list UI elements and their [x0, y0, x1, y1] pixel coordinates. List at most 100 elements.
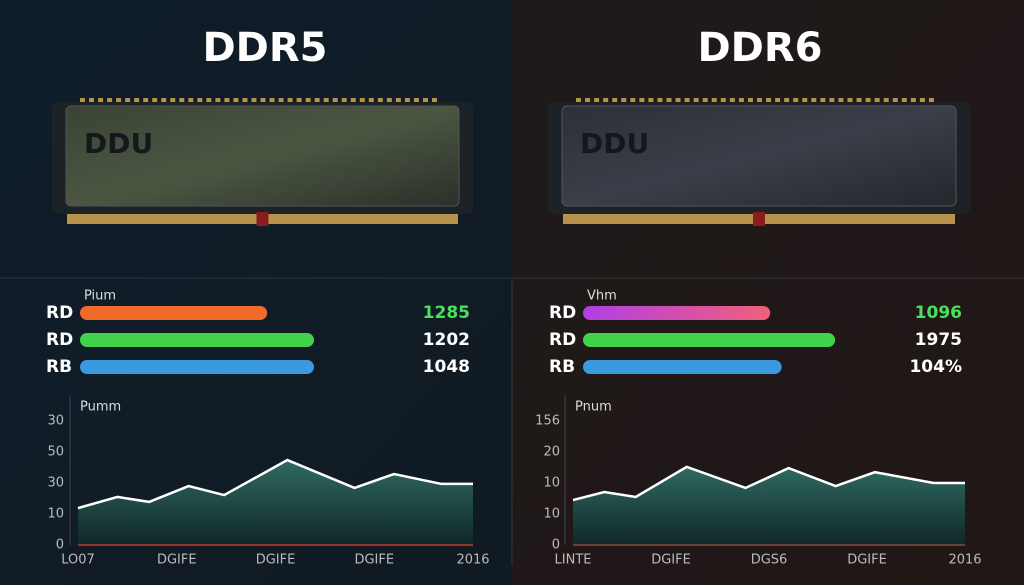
module-pin-top: [784, 98, 790, 104]
bar: [583, 360, 782, 374]
module-pin-top: [612, 98, 618, 104]
bar-value: 104%: [909, 357, 962, 377]
module-pin-top: [747, 98, 753, 104]
bar-value: 1202: [423, 330, 470, 350]
y-tick-label: 0: [56, 538, 64, 553]
module-pin-top: [856, 98, 862, 104]
module-pin-top: [395, 98, 401, 104]
bar: [80, 306, 268, 320]
area-line: [572, 465, 965, 502]
bar-value: 1048: [423, 357, 470, 377]
module-heatspreader: [561, 105, 957, 207]
bars-caption: Pium: [84, 289, 116, 304]
module-pin-top: [720, 98, 726, 104]
x-tick-label: DGIFE: [157, 553, 197, 568]
y-tick-label: 0: [552, 538, 560, 553]
panel-title: DDR6: [697, 25, 822, 71]
bar: [80, 360, 314, 374]
module-pin-top: [116, 98, 122, 104]
module-pin-top: [910, 98, 916, 104]
module-notch: [256, 212, 269, 226]
module-pin-top: [98, 98, 104, 104]
module-pin-top: [107, 98, 113, 104]
module-pin-top: [919, 98, 925, 104]
module-pin-top: [206, 98, 212, 104]
module-pin-top: [359, 98, 365, 104]
bar: [583, 333, 836, 347]
x-tick-label: LO07: [61, 553, 95, 568]
bar-label: RD: [46, 330, 73, 350]
bar-label: RD: [549, 303, 576, 323]
module-pin-top: [323, 98, 329, 104]
y-tick-label: 10: [543, 476, 560, 491]
x-tick-label: LINTE: [555, 553, 592, 568]
bar-label: RB: [46, 357, 72, 377]
bar: [583, 306, 771, 320]
module-pin-top: [386, 98, 392, 104]
x-tick-label: 2016: [948, 553, 981, 568]
y-tick-label: 50: [47, 445, 64, 460]
module-pin-top: [422, 98, 428, 104]
bars-caption: Vhm: [587, 289, 617, 304]
y-tick-label: 20: [543, 445, 560, 460]
module-pin-top: [901, 98, 907, 104]
module-pin-top: [143, 98, 149, 104]
module-pin-top: [278, 98, 284, 104]
module-pin-top: [594, 98, 600, 104]
module-pin-top: [675, 98, 681, 104]
module-pin-top: [377, 98, 383, 104]
x-tick-label: DGS6: [751, 553, 788, 568]
module-pin-top: [350, 98, 356, 104]
module-pin-top: [603, 98, 609, 104]
module-pin-top: [296, 98, 302, 104]
module-pin-top: [729, 98, 735, 104]
module-pin-top: [684, 98, 690, 104]
module-pin-top: [874, 98, 880, 104]
module-pin-top: [847, 98, 853, 104]
panel-title: DDR5: [202, 25, 327, 71]
module-pin-top: [287, 98, 293, 104]
module-pin-top: [621, 98, 627, 104]
module-pin-top: [666, 98, 672, 104]
module-pin-top: [838, 98, 844, 104]
module-pin-top: [260, 98, 266, 104]
module-pin-top: [179, 98, 185, 104]
module-pin-top: [341, 98, 347, 104]
module-notch: [753, 212, 765, 226]
bar-label: RD: [46, 303, 73, 323]
x-tick-label: DGIFE: [651, 553, 691, 568]
module-pin-top: [639, 98, 645, 104]
y-tick-label: 156: [535, 414, 560, 429]
bar-value: 1096: [915, 303, 962, 323]
module-pin-top: [269, 98, 275, 104]
bar: [80, 333, 314, 347]
module-pin-top: [170, 98, 176, 104]
bar-value: 1975: [915, 330, 962, 350]
bar-label: RD: [549, 330, 576, 350]
y-tick-label: 10: [543, 507, 560, 522]
module-pin-top: [702, 98, 708, 104]
module-pin-top: [757, 98, 762, 104]
module-pin-top: [125, 98, 131, 104]
chart-caption: Pnum: [575, 400, 612, 415]
y-tick-label: 30: [47, 414, 64, 429]
module-pin-top: [197, 98, 203, 104]
module-pin-top: [820, 98, 826, 104]
module-pin-top: [332, 98, 338, 104]
module-pin-top: [215, 98, 221, 104]
module-pin-top: [80, 98, 85, 104]
module-pin-top: [793, 98, 799, 104]
module-pin-top: [413, 98, 419, 104]
module-pin-top: [766, 98, 772, 104]
module-pin-top: [251, 98, 257, 104]
module-pin-top: [865, 98, 871, 104]
module-pin-top: [928, 98, 934, 104]
module-pin-top: [630, 98, 636, 104]
module-label: DDU: [84, 127, 153, 160]
module-pin-top: [657, 98, 663, 104]
module-pin-top: [161, 98, 167, 104]
module-pin-top: [431, 98, 437, 104]
module-pin-top: [811, 98, 817, 104]
module-pin-top: [89, 98, 95, 104]
